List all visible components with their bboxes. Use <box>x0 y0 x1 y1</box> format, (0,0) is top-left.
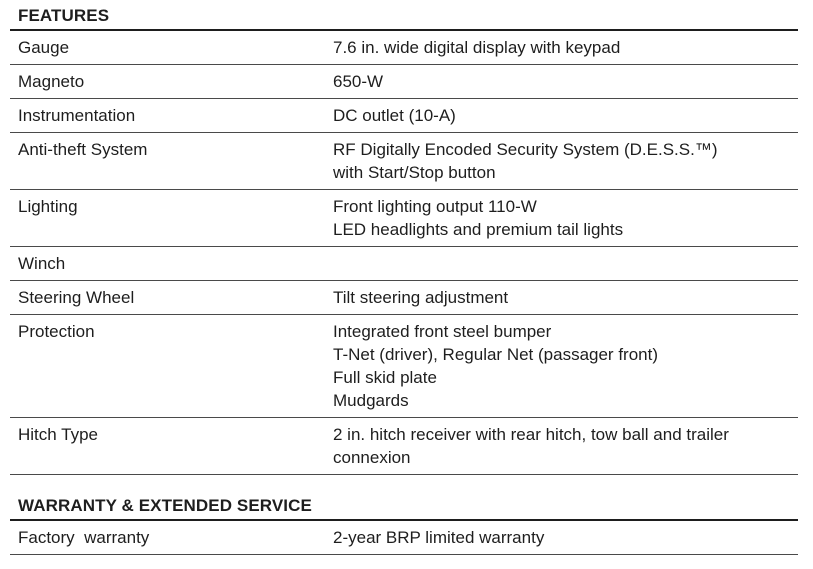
spec-row-protection: Protection Integrated front steel bumper… <box>10 315 798 418</box>
spec-value-line: Mudgards <box>333 391 409 410</box>
spec-value: 7.6 in. wide digital display with keypad <box>325 31 798 64</box>
spec-value-line: T-Net (driver), Regular Net (passager fr… <box>333 345 658 364</box>
spec-row-anti-theft: Anti-theft System RF Digitally Encoded S… <box>10 133 798 190</box>
spec-label: Lighting <box>18 197 78 216</box>
spec-row-hitch-type: Hitch Type 2 in. hitch receiver with rea… <box>10 418 798 475</box>
spec-value: 2-year BRP limited warranty <box>325 521 798 554</box>
spec-value: DC outlet (10-A) <box>325 99 798 132</box>
spec-label: Winch <box>18 254 66 273</box>
spec-value-line: RF Digitally Encoded Security System (D.… <box>333 140 718 159</box>
spec-value: 2 in. hitch receiver with rear hitch, to… <box>325 418 798 474</box>
spec-value: 650-W <box>325 65 798 98</box>
spec-value-line: DC outlet (10-A) <box>333 106 456 125</box>
spec-value: RF Digitally Encoded Security System (D.… <box>325 133 798 189</box>
spec-value-line: Front lighting output 110-W <box>333 197 537 216</box>
spec-value: Tilt steering adjustment <box>325 281 798 314</box>
spec-value-line: with Start/Stop button <box>333 163 496 182</box>
spec-label: Gauge <box>18 38 70 57</box>
spec-value-line: 2 in. hitch receiver with rear hitch, to… <box>333 425 729 444</box>
features-title: FEATURES <box>10 6 798 31</box>
spec-value: Front lighting output 110-W LED headligh… <box>325 190 798 246</box>
spec-row-winch: Winch <box>10 247 798 281</box>
spec-label: Hitch Type <box>18 425 99 444</box>
warranty-section: WARRANTY & EXTENDED SERVICE Factory warr… <box>10 496 798 555</box>
warranty-title: WARRANTY & EXTENDED SERVICE <box>10 496 798 521</box>
spec-value-line: 2-year BRP limited warranty <box>333 528 545 547</box>
spec-row-lighting: Lighting Front lighting output 110-W LED… <box>10 190 798 247</box>
spec-value-line: LED headlights and premium tail lights <box>333 220 624 239</box>
spec-label: Protection <box>18 322 95 341</box>
spec-value-line: Full skid plate <box>333 368 437 387</box>
spec-row-magneto: Magneto 650-W <box>10 65 798 99</box>
spec-value-line: connexion <box>333 448 411 467</box>
spec-label: Factory warranty <box>18 528 150 547</box>
spec-label: Magneto <box>18 72 85 91</box>
features-section: FEATURES Gauge 7.6 in. wide digital disp… <box>10 6 798 475</box>
spec-row-steering-wheel: Steering Wheel Tilt steering adjustment <box>10 281 798 315</box>
spec-label: Instrumentation <box>18 106 136 125</box>
spec-value <box>325 247 798 280</box>
spec-label: Steering Wheel <box>18 288 135 307</box>
spec-label: Anti-theft System <box>18 140 148 159</box>
spec-value-line: Tilt steering adjustment <box>333 288 509 307</box>
spec-value-line: Integrated front steel bumper <box>333 322 552 341</box>
spec-value-line: 650-W <box>333 72 384 91</box>
spec-row-factory-warranty: Factory warranty 2-year BRP limited warr… <box>10 521 798 555</box>
spec-value-line: 7.6 in. wide digital display with keypad <box>333 38 621 57</box>
spec-value: Integrated front steel bumper T-Net (dri… <box>325 315 798 417</box>
spec-row-gauge: Gauge 7.6 in. wide digital display with … <box>10 31 798 65</box>
spec-row-instrumentation: Instrumentation DC outlet (10-A) <box>10 99 798 133</box>
